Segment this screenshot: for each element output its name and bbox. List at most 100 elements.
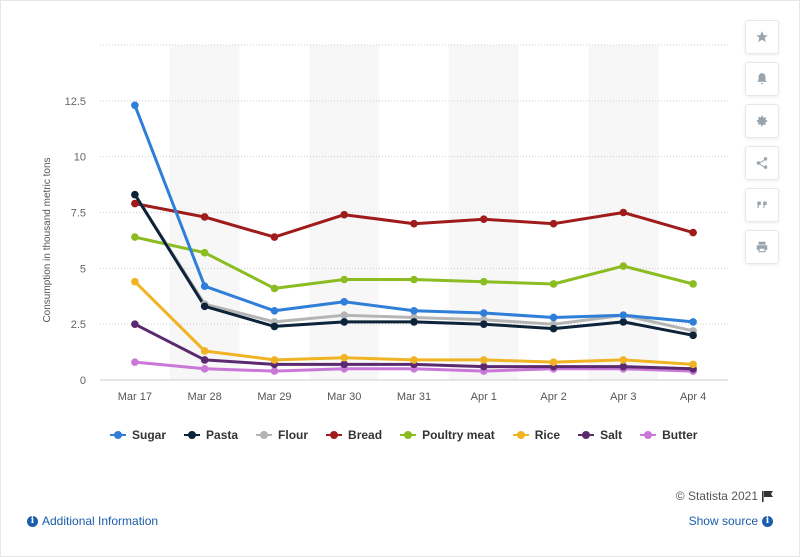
x-tick-label: Apr 2 xyxy=(540,391,566,403)
data-point-flour[interactable] xyxy=(340,311,349,320)
legend-swatch xyxy=(512,430,529,440)
data-point-poultry-meat[interactable] xyxy=(270,284,279,293)
legend-swatch xyxy=(184,430,201,440)
legend-swatch xyxy=(640,430,657,440)
data-point-pasta[interactable] xyxy=(619,318,628,326)
data-point-bread[interactable] xyxy=(270,233,279,241)
data-point-rice[interactable] xyxy=(131,277,139,286)
data-point-rice[interactable] xyxy=(340,353,349,362)
data-point-bread[interactable] xyxy=(410,219,418,228)
legend-item-butter[interactable]: Butter xyxy=(640,428,697,442)
data-point-bread[interactable] xyxy=(340,210,349,219)
data-point-poultry-meat[interactable] xyxy=(410,275,418,284)
legend-swatch xyxy=(256,430,273,440)
data-point-rice[interactable] xyxy=(479,356,488,364)
legend-item-poultry-meat[interactable]: Poultry meat xyxy=(400,428,495,442)
data-point-pasta[interactable] xyxy=(689,331,697,340)
y-tick-label: 5 xyxy=(80,263,86,275)
data-point-poultry-meat[interactable] xyxy=(131,233,139,241)
data-point-poultry-meat[interactable] xyxy=(619,262,628,270)
data-point-pasta[interactable] xyxy=(200,302,209,311)
legend-item-bread[interactable]: Bread xyxy=(326,428,382,442)
legend-item-rice[interactable]: Rice xyxy=(512,428,560,442)
data-point-bread[interactable] xyxy=(619,208,628,217)
legend-swatch xyxy=(326,430,343,440)
data-point-salt[interactable] xyxy=(619,362,628,371)
data-point-bread[interactable] xyxy=(479,215,488,223)
legend-item-flour[interactable]: Flour xyxy=(256,428,308,442)
data-point-sugar[interactable] xyxy=(479,309,488,317)
star-icon xyxy=(756,31,768,43)
show-source-link[interactable]: Show source i xyxy=(689,514,773,528)
legend-label: Butter xyxy=(662,428,698,442)
data-point-rice[interactable] xyxy=(410,356,418,364)
data-point-sugar[interactable] xyxy=(340,298,349,306)
data-point-sugar[interactable] xyxy=(270,306,279,315)
data-point-butter[interactable] xyxy=(131,358,139,366)
data-point-poultry-meat[interactable] xyxy=(689,280,697,288)
x-tick-label: Apr 4 xyxy=(680,391,706,403)
flag-icon[interactable] xyxy=(762,490,774,502)
gear-icon xyxy=(756,115,768,127)
legend-label: Flour xyxy=(278,428,309,442)
data-point-rice[interactable] xyxy=(549,358,558,366)
settings-button[interactable] xyxy=(745,104,779,138)
data-point-poultry-meat[interactable] xyxy=(479,277,488,286)
data-point-sugar[interactable] xyxy=(131,101,139,110)
y-tick-label: 10 xyxy=(74,152,86,164)
favorite-button[interactable] xyxy=(745,20,779,54)
info-icon: i xyxy=(762,515,773,527)
data-point-rice[interactable] xyxy=(619,356,628,364)
data-point-salt[interactable] xyxy=(479,362,488,371)
data-point-pasta[interactable] xyxy=(270,322,279,331)
data-point-sugar[interactable] xyxy=(689,318,697,326)
series-points xyxy=(131,101,697,375)
data-point-rice[interactable] xyxy=(270,356,279,364)
data-point-rice[interactable] xyxy=(200,347,209,355)
info-icon: i xyxy=(27,515,38,527)
data-point-sugar[interactable] xyxy=(619,311,628,320)
additional-information-link[interactable]: i Additional Information xyxy=(27,514,158,528)
notification-button[interactable] xyxy=(745,62,779,96)
legend-item-salt[interactable]: Salt xyxy=(578,428,622,442)
data-point-poultry-meat[interactable] xyxy=(549,280,558,288)
data-point-pasta[interactable] xyxy=(410,318,418,326)
data-point-bread[interactable] xyxy=(689,228,697,237)
data-point-poultry-meat[interactable] xyxy=(340,275,349,284)
legend-label: Salt xyxy=(600,428,623,442)
data-point-pasta[interactable] xyxy=(131,190,139,199)
data-point-salt[interactable] xyxy=(340,360,349,369)
data-point-poultry-meat[interactable] xyxy=(200,248,209,257)
y-axis-label: Consumption in thousand metric tons xyxy=(42,157,53,322)
data-point-bread[interactable] xyxy=(200,213,209,221)
bell-icon xyxy=(757,73,767,85)
data-point-sugar[interactable] xyxy=(410,306,418,315)
data-point-butter[interactable] xyxy=(270,367,279,375)
cite-button[interactable] xyxy=(745,188,779,222)
data-point-pasta[interactable] xyxy=(479,320,488,328)
chart-legend: Sugar Pasta Flour Bread Poultry meat Rice Salt… xyxy=(110,428,697,442)
data-point-bread[interactable] xyxy=(131,199,139,208)
data-point-sugar[interactable] xyxy=(549,313,558,322)
print-button[interactable] xyxy=(745,230,779,264)
data-point-butter[interactable] xyxy=(200,365,209,373)
data-point-bread[interactable] xyxy=(549,219,558,228)
share-button[interactable] xyxy=(745,146,779,180)
x-tick-label: Mar 30 xyxy=(327,391,361,403)
data-point-pasta[interactable] xyxy=(340,318,349,326)
legend-item-sugar[interactable]: Sugar xyxy=(110,428,166,442)
data-point-salt[interactable] xyxy=(131,320,139,328)
column-bands xyxy=(169,45,659,380)
x-tick-label: Mar 17 xyxy=(118,391,152,403)
y-tick-label: 2.5 xyxy=(71,319,86,331)
data-point-salt[interactable] xyxy=(200,356,209,364)
x-tick-label: Mar 29 xyxy=(257,391,291,403)
legend-label: Bread xyxy=(348,428,383,442)
data-point-rice[interactable] xyxy=(689,360,697,369)
data-point-sugar[interactable] xyxy=(200,282,209,291)
legend-item-pasta[interactable]: Pasta xyxy=(184,428,238,442)
data-point-pasta[interactable] xyxy=(549,324,558,333)
x-tick-label: Mar 28 xyxy=(188,391,222,403)
legend-label: Poultry meat xyxy=(422,428,495,442)
